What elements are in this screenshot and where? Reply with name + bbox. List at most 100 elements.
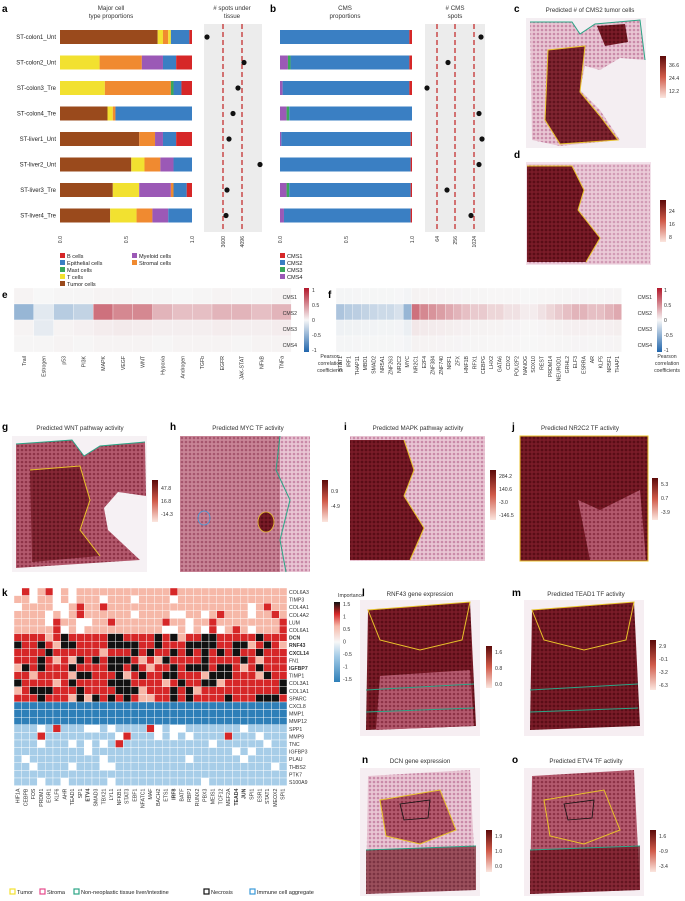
heatmap-cell (263, 732, 272, 741)
heatmap-cell (76, 671, 85, 680)
heatmap-cell (146, 587, 155, 596)
heatmap-cell (37, 671, 46, 680)
heatmap-cell (115, 686, 124, 695)
legend-label: CMS4 (287, 275, 303, 281)
col-label: STAT3 (125, 788, 131, 803)
heatmap-cell (239, 618, 249, 627)
heatmap-cell (45, 755, 54, 764)
heatmap-cell (146, 603, 155, 612)
heatmap-cell (335, 319, 345, 337)
legend-swatch (73, 888, 80, 895)
heatmap-cell (21, 686, 30, 695)
necrosis-outline (563, 799, 595, 821)
data-point (241, 59, 247, 66)
heatmap-cell (83, 755, 93, 764)
heatmap-cell (112, 335, 133, 353)
heatmap-cell (377, 287, 387, 305)
heatmap-cell (83, 709, 93, 718)
heatmap-cell (185, 603, 194, 612)
legend-swatch (60, 260, 65, 265)
heatmap-cell (154, 610, 163, 619)
heatmap-cell (279, 587, 288, 596)
heatmap-cell (251, 287, 272, 305)
heatmap-cell (193, 694, 202, 703)
heatmap-cell (193, 762, 202, 771)
heatmap-cell (428, 287, 437, 305)
heatmap-cell (107, 625, 116, 634)
panel-label: b (270, 4, 276, 15)
heatmap-cell (154, 717, 163, 726)
heatmap-cell (52, 770, 62, 779)
heatmap-cell (29, 610, 38, 619)
heatmap-cell (130, 755, 140, 764)
bar-segment (60, 183, 113, 197)
heatmap-cell (200, 618, 210, 627)
col-label: THAP11 (355, 356, 361, 375)
heatmap-cell (512, 319, 521, 337)
heatmap-cell (239, 770, 249, 779)
heatmap-cell (21, 739, 30, 748)
heatmap-cell (232, 641, 241, 650)
heatmap-cell (185, 732, 194, 741)
panel-label: c (514, 4, 520, 15)
heatmap-cell (161, 762, 171, 771)
heatmap-cell (279, 701, 288, 710)
heatmap-cell (146, 739, 155, 748)
heatmap-cell (216, 625, 225, 634)
heatmap-cell (122, 686, 132, 695)
colorbar-tick: 1 (343, 615, 346, 621)
legend-label: Mast cells (67, 268, 92, 274)
heatmap-cell (239, 701, 249, 710)
colorbar-tick: -1 (343, 665, 348, 671)
heatmap-cell (352, 287, 362, 305)
x-tick: 0.5 (124, 236, 130, 243)
col-label: NANOG (523, 356, 529, 375)
bar-segment (170, 183, 174, 197)
heatmap-cell (239, 755, 249, 764)
heatmap-cell (29, 671, 38, 680)
heatmap-cell (93, 303, 114, 321)
heatmap-cell (122, 724, 132, 733)
panel-label: h (170, 422, 176, 433)
col-label: Hypoxia (161, 356, 167, 375)
heatmap-cell (503, 287, 513, 305)
heatmap-cell (68, 587, 77, 596)
bar-segment (289, 106, 412, 121)
heatmap-cell (537, 319, 547, 337)
heatmap-cell (239, 603, 249, 612)
heatmap-cell (279, 777, 288, 786)
heatmap-cell (255, 679, 264, 688)
heatmap-cell (122, 663, 132, 672)
legend-label: Tumor (17, 890, 33, 896)
heatmap-cell (115, 641, 124, 650)
heatmap-cell (177, 701, 186, 710)
heatmap-cell (224, 656, 233, 665)
heatmap-cell (247, 724, 257, 733)
heatmap-cell (138, 656, 147, 665)
heatmap-cell (216, 656, 225, 665)
heatmap-cell (138, 701, 147, 710)
heatmap-cell (52, 739, 62, 748)
heatmap-cell (579, 303, 589, 321)
heatmap-cell (231, 319, 252, 337)
heatmap-cell (193, 709, 202, 718)
heatmap-cell (587, 303, 597, 321)
heatmap-cell (177, 633, 186, 642)
row-label: THBS2 (289, 765, 306, 771)
heatmap-cell (529, 287, 538, 305)
heatmap-cell (279, 709, 288, 718)
colorbar-tick: 0.5 (312, 303, 319, 309)
heatmap-cell (208, 618, 218, 627)
heatmap-cell (263, 663, 272, 672)
heatmap-cell (91, 701, 101, 710)
heatmap-cell (60, 625, 69, 634)
panel-k: k COL6A3TIMP3COL4A1COL4A2LUMCOL6A1DCNRNF… (2, 587, 364, 808)
heatmap-cell (208, 777, 218, 786)
heatmap-cell (185, 747, 194, 756)
heatmap-cell (394, 335, 404, 353)
heatmap-cell (52, 663, 62, 672)
heatmap-cell (99, 739, 108, 748)
heatmap-cell (361, 303, 370, 321)
heatmap-cell (537, 335, 547, 353)
heatmap-cell (91, 656, 101, 665)
